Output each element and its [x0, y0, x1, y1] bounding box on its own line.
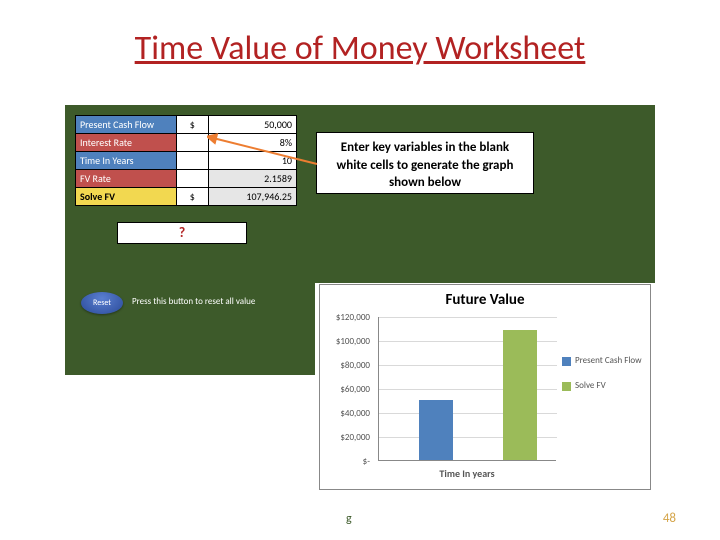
reset-button[interactable]: Reset [81, 292, 123, 314]
chart-xlabel: Time In years [378, 467, 556, 480]
legend-label: Solve FV [575, 380, 606, 391]
table-row: Time In Years 10 [76, 152, 297, 170]
chart-ytick-label: $100,000 [320, 336, 370, 347]
reset-caption: Press this button to reset all value [132, 296, 255, 307]
row-dollar: $ [177, 116, 209, 134]
table-row: Solve FV$107,946.25 [76, 188, 297, 206]
chart-ytick-label: $120,000 [320, 312, 370, 323]
variables-table: Present Cash Flow$50,000Interest Rate8%T… [75, 115, 297, 206]
chart-ytick-label: $20,000 [320, 432, 370, 443]
row-label: Solve FV [76, 188, 177, 206]
row-dollar: $ [177, 188, 209, 206]
table-row: FV Rate 2.1589 [76, 170, 297, 188]
chart-gridline [379, 317, 557, 318]
chart-title: Future Value [320, 291, 650, 309]
slide-root: Time Value of Money Worksheet Present Ca… [0, 0, 720, 540]
row-value[interactable]: 50,000 [208, 116, 296, 134]
row-label: Present Cash Flow [76, 116, 177, 134]
row-dollar [177, 170, 209, 188]
row-value[interactable]: 10 [208, 152, 296, 170]
row-label: FV Rate [76, 170, 177, 188]
legend-item: Present Cash Flow [562, 355, 642, 366]
legend-swatch [562, 357, 571, 366]
row-value: 107,946.25 [208, 188, 296, 206]
row-value: 2.1589 [208, 170, 296, 188]
row-dollar [177, 152, 209, 170]
footer-mark: g [346, 512, 352, 526]
legend-label: Present Cash Flow [575, 355, 642, 366]
chart-legend: Present Cash Flow Solve FV [562, 355, 642, 405]
legend-swatch [562, 382, 571, 391]
chart-bar [419, 400, 453, 460]
table-row: Interest Rate 8% [76, 134, 297, 152]
chart-plot-area [378, 317, 556, 461]
question-box: ? [117, 222, 247, 244]
page-number: 48 [663, 511, 676, 526]
chart-ytick-label: $80,000 [320, 360, 370, 371]
row-label: Interest Rate [76, 134, 177, 152]
chart-ytick-label: $60,000 [320, 384, 370, 395]
table-row: Present Cash Flow$50,000 [76, 116, 297, 134]
row-value[interactable]: 8% [208, 134, 296, 152]
chart-ytick-label: $- [320, 456, 370, 467]
future-value-chart: Future Value Present Cash Flow Solve FV T… [319, 284, 651, 490]
row-dollar [177, 134, 209, 152]
chart-bar [503, 330, 537, 460]
slide-title: Time Value of Money Worksheet [0, 28, 720, 69]
chart-ytick-label: $40,000 [320, 408, 370, 419]
legend-item: Solve FV [562, 380, 642, 391]
row-label: Time In Years [76, 152, 177, 170]
instruction-callout: Enter key variables in the blank white c… [316, 132, 534, 194]
